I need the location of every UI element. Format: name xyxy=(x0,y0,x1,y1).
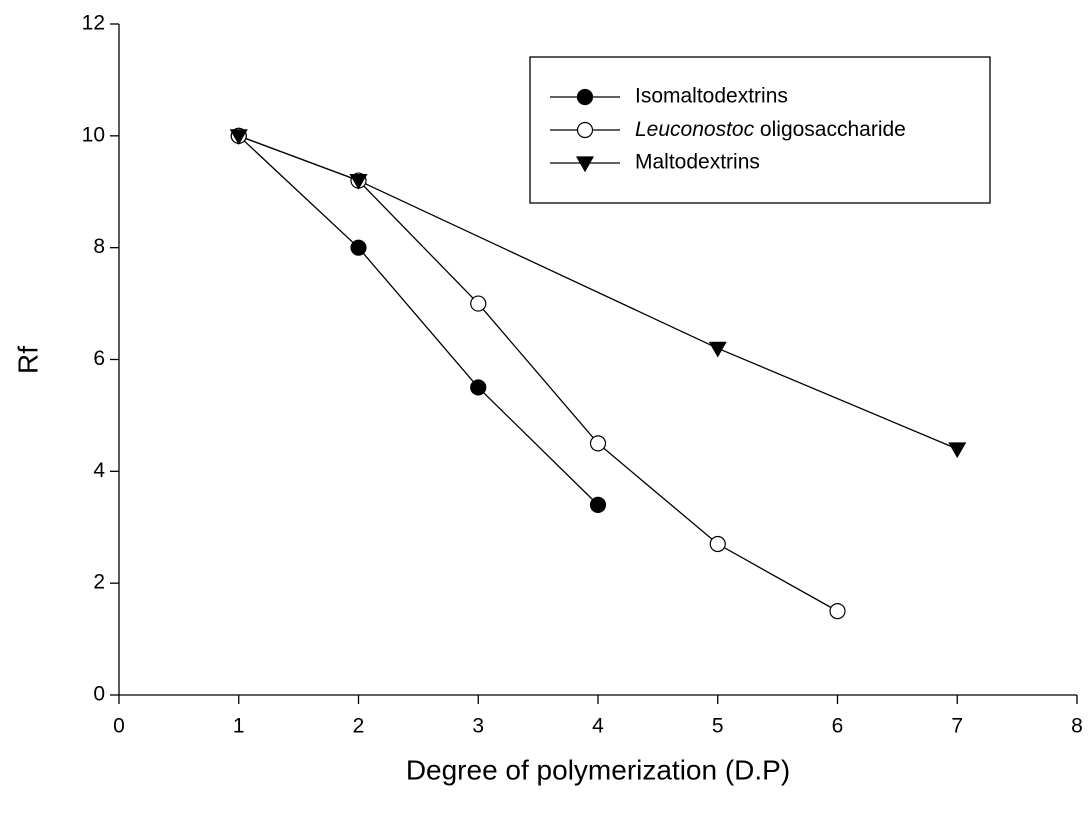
data-point xyxy=(349,173,368,190)
x-tick-label: 4 xyxy=(592,715,604,738)
data-point xyxy=(350,239,367,256)
data-point xyxy=(589,435,607,452)
legend-label: Isomaltodextrins xyxy=(635,85,788,108)
data-point xyxy=(829,603,846,620)
legend-marker xyxy=(576,88,594,106)
series-line xyxy=(238,135,838,612)
y-tick-label: 10 xyxy=(82,123,105,146)
x-tick-label: 6 xyxy=(832,715,844,738)
data-point xyxy=(470,379,487,396)
y-tick-label: 6 xyxy=(93,347,105,370)
x-axis-label: Degree of polymerization (D.P) xyxy=(406,754,790,785)
data-point xyxy=(470,295,487,312)
y-tick-label: 12 xyxy=(82,12,105,35)
data-point xyxy=(948,442,967,459)
x-tick-label: 5 xyxy=(712,715,724,738)
y-tick-label: 4 xyxy=(93,459,105,482)
x-tick-label: 7 xyxy=(951,715,963,738)
legend-label: Leuconostoc oligosaccharide xyxy=(635,118,906,141)
y-tick-label: 2 xyxy=(93,571,105,594)
data-point xyxy=(589,496,607,513)
y-tick-label: 8 xyxy=(93,235,105,258)
legend-marker xyxy=(576,121,594,139)
x-tick-label: 8 xyxy=(1071,715,1083,738)
data-point xyxy=(229,129,248,146)
y-axis-label: Rf xyxy=(12,346,43,374)
x-tick-label: 3 xyxy=(472,715,484,738)
y-tick-label: 0 xyxy=(93,683,105,706)
x-tick-label: 1 xyxy=(233,715,245,738)
series-line xyxy=(238,135,958,450)
data-point xyxy=(709,535,726,553)
legend-marker xyxy=(575,156,595,173)
series-line xyxy=(238,135,599,506)
x-tick-label: 2 xyxy=(353,715,365,738)
x-tick-label: 0 xyxy=(113,715,125,738)
legend-label: Maltodextrins xyxy=(635,151,760,174)
data-point xyxy=(708,341,727,358)
